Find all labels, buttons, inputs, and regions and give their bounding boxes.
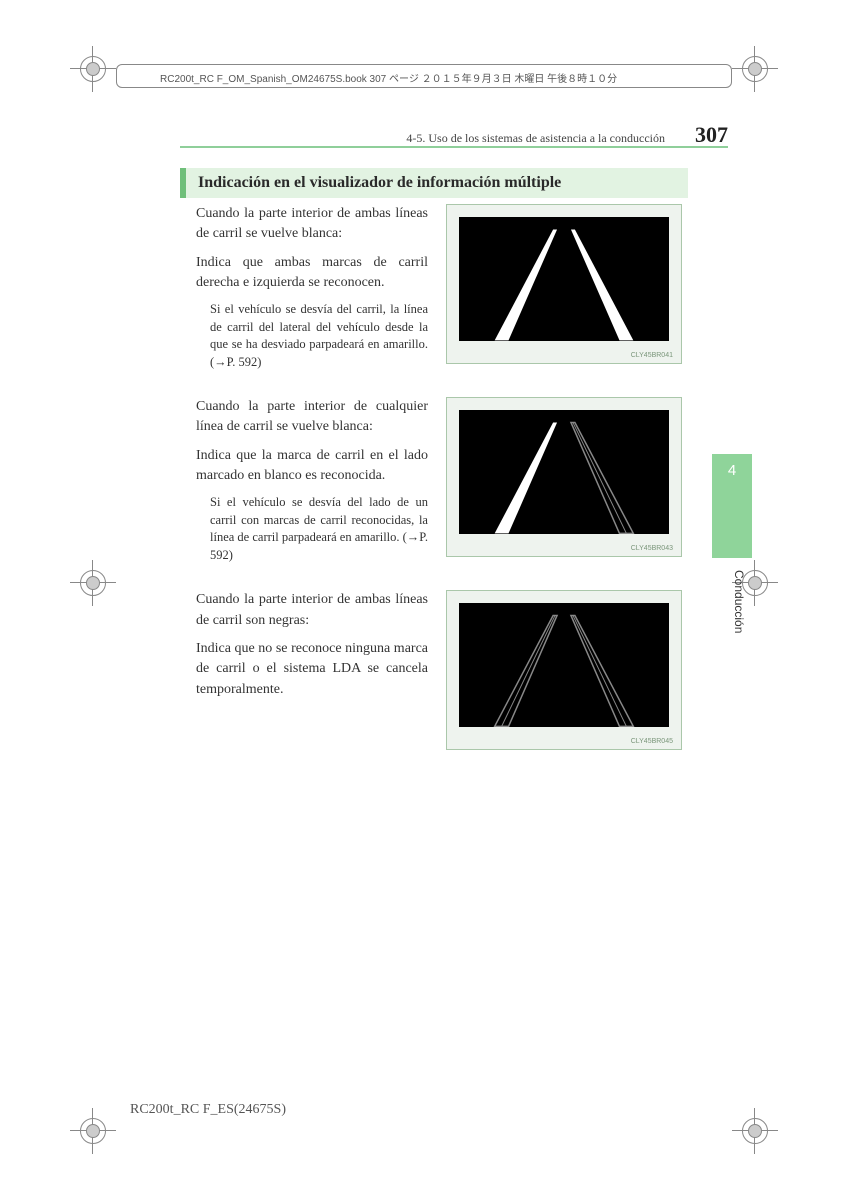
crop-mark-br	[732, 1108, 778, 1154]
indent-note: Si el vehículo se desvía del carril, la …	[196, 301, 428, 371]
indent-note: Si el vehículo se desvía del lado de un …	[196, 494, 428, 564]
paragraph: Indica que no se reconoce ninguna marca …	[196, 639, 428, 700]
paragraph: Cuando la parte interior de ambas líneas…	[196, 204, 428, 245]
paragraph: Indica que ambas marcas de carril derech…	[196, 253, 428, 294]
crop-mark-tl	[70, 46, 116, 92]
figure-code: CLY45BR041	[631, 352, 673, 359]
lane-display-icon	[459, 603, 669, 727]
section-heading: Indicación en el visualizador de informa…	[180, 168, 688, 198]
block-both-black: Cuando la parte interior de ambas líneas…	[196, 590, 686, 750]
figure-code: CLY45BR043	[631, 545, 673, 552]
paragraph: Indica que la marca de carril en el lado…	[196, 446, 428, 487]
page-header: 4-5. Uso de los sistemas de asistencia a…	[180, 122, 728, 148]
text-col: Cuando la parte interior de ambas líneas…	[196, 204, 428, 379]
crop-mark-tr	[732, 46, 778, 92]
text-col: Cuando la parte interior de cualquier lí…	[196, 397, 428, 572]
lane-display-icon	[459, 217, 669, 341]
lane-display-icon	[459, 410, 669, 534]
content-area: Cuando la parte interior de ambas líneas…	[196, 204, 686, 768]
block-one-white: Cuando la parte interior de cualquier lí…	[196, 397, 686, 572]
footer-code: RC200t_RC F_ES(24675S)	[130, 1102, 286, 1118]
figure-both-white: CLY45BR041	[446, 204, 682, 379]
figure-code: CLY45BR045	[631, 738, 673, 745]
paragraph: Cuando la parte interior de ambas líneas…	[196, 590, 428, 631]
section-path: 4-5. Uso de los sistemas de asistencia a…	[406, 131, 665, 146]
chapter-label: Conducción	[732, 570, 746, 633]
text-col: Cuando la parte interior de ambas líneas…	[196, 590, 428, 750]
figure-one-white: CLY45BR043	[446, 397, 682, 572]
figure-both-black: CLY45BR045	[446, 590, 682, 750]
block-both-white: Cuando la parte interior de ambas líneas…	[196, 204, 686, 379]
chapter-tab: 4	[712, 454, 752, 558]
crop-mark-bl	[70, 1108, 116, 1154]
chapter-number: 4	[712, 454, 752, 479]
paragraph: Cuando la parte interior de cualquier lí…	[196, 397, 428, 438]
page-number: 307	[695, 122, 728, 148]
book-meta-line: RC200t_RC F_OM_Spanish_OM24675S.book 307…	[160, 70, 617, 85]
crop-mark-ml	[70, 560, 116, 606]
header-rule	[180, 146, 728, 148]
